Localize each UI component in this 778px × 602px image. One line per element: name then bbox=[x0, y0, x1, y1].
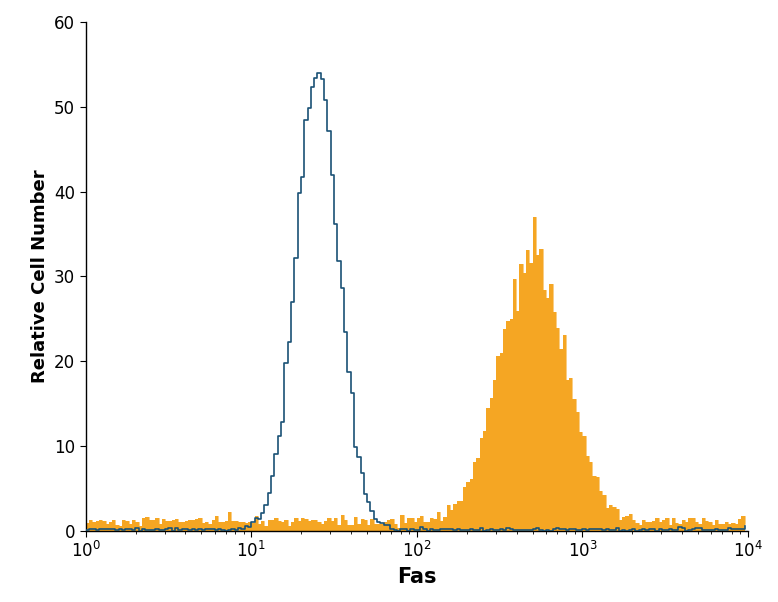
X-axis label: Fas: Fas bbox=[397, 567, 436, 587]
Y-axis label: Relative Cell Number: Relative Cell Number bbox=[30, 170, 48, 383]
